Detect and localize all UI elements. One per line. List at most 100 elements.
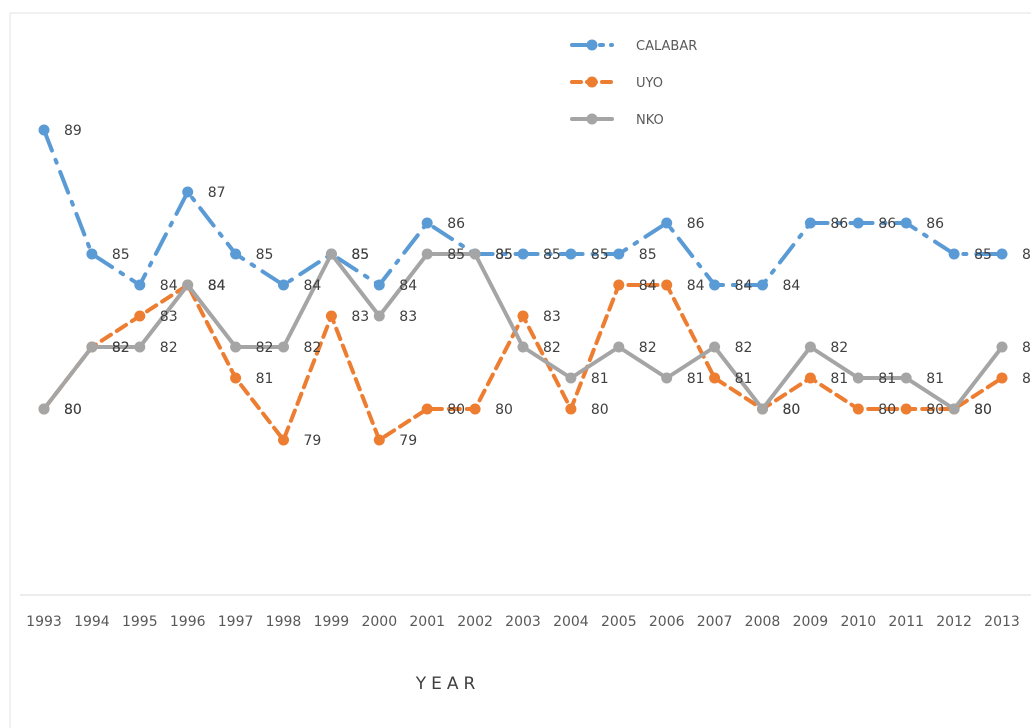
data-label-nko-2011: 81 (926, 371, 944, 387)
series-line-calabar (42, 128, 1004, 287)
data-label-calabar-1995: 84 (160, 278, 178, 294)
data-point-uyo-2005 (613, 279, 625, 291)
data-label-calabar-2004: 85 (591, 247, 609, 263)
data-label-uyo-2013: 81 (1022, 371, 1031, 387)
data-label-calabar-1997: 85 (256, 247, 274, 263)
data-point-nko-1994 (86, 341, 98, 353)
data-point-uyo-2000 (373, 434, 385, 446)
data-label-calabar-2002: 85 (495, 247, 513, 263)
series-layer (38, 124, 1008, 446)
legend-marker-uyo (586, 76, 598, 88)
x-tick-label-2006: 2006 (649, 614, 685, 630)
legend-label-uyo: UYO (636, 76, 663, 91)
data-label-uyo-1997: 81 (256, 371, 274, 387)
data-label-nko-2002: 85 (495, 247, 513, 263)
data-point-uyo-2007 (709, 372, 721, 384)
x-tick-label-2004: 2004 (553, 614, 589, 630)
x-tick-label-1997: 1997 (218, 614, 254, 630)
data-label-nko-1994: 82 (112, 340, 130, 356)
data-point-uyo-2001 (421, 403, 433, 415)
legend-marker-calabar (586, 39, 598, 51)
data-labels-layer: 89 85 84 87 85 84 85 84 86 85 85 85 85 86 84 84 86 86 86 85… (64, 123, 1031, 449)
x-tick-label-1994: 1994 (74, 614, 110, 630)
data-label-nko-2004: 81 (591, 371, 609, 387)
data-point-nko-2013 (996, 341, 1008, 353)
series-line-uyo (42, 283, 1004, 442)
data-label-calabar-2008: 84 (783, 278, 801, 294)
data-point-nko-2008 (757, 403, 768, 415)
data-label-calabar-2012: 85 (974, 247, 992, 263)
data-point-nko-2000 (373, 310, 385, 322)
legend-marker-nko (586, 113, 598, 125)
data-point-calabar-2008 (757, 279, 768, 291)
data-label-uyo-2004: 80 (591, 402, 609, 418)
data-point-uyo-2006 (661, 279, 673, 291)
data-label-calabar-2006: 86 (687, 216, 705, 232)
data-point-uyo-2013 (996, 372, 1008, 384)
data-label-nko-2003: 82 (543, 340, 561, 356)
data-label-uyo-2009: 81 (830, 371, 848, 387)
data-point-uyo-2009 (804, 372, 816, 384)
data-point-calabar-1993 (38, 124, 50, 136)
data-point-nko-1999 (325, 248, 337, 260)
data-label-calabar-1998: 84 (304, 278, 322, 294)
data-label-calabar-2009: 86 (830, 216, 848, 232)
data-point-uyo-1995 (134, 310, 146, 322)
data-label-uyo-2010: 80 (878, 402, 896, 418)
data-point-uyo-2003 (517, 310, 529, 322)
x-tick-label-2012: 2012 (936, 614, 972, 630)
data-point-nko-2009 (804, 341, 816, 353)
x-tick-label-2005: 2005 (601, 614, 637, 630)
data-label-uyo-2007: 81 (735, 371, 753, 387)
data-label-nko-2013: 82 (1022, 340, 1031, 356)
data-label-uyo-1998: 79 (304, 433, 322, 449)
data-label-nko-1995: 82 (160, 340, 178, 356)
data-point-nko-1998 (278, 341, 289, 353)
data-point-calabar-2003 (517, 248, 529, 260)
data-label-nko-1996: 84 (208, 278, 226, 294)
data-label-nko-1997: 82 (256, 340, 274, 356)
data-label-uyo-1993: 80 (64, 402, 82, 418)
data-point-calabar-1997 (230, 248, 242, 260)
data-label-uyo-2005: 84 (639, 278, 657, 294)
data-label-uyo-2008: 80 (783, 402, 801, 418)
x-tick-label-2010: 2010 (840, 614, 876, 630)
data-point-calabar-2005 (613, 248, 625, 260)
data-point-calabar-2010 (852, 217, 864, 229)
data-label-nko-2005: 82 (639, 340, 657, 356)
data-point-uyo-2010 (852, 403, 864, 415)
x-tick-label-2003: 2003 (505, 614, 541, 630)
x-tick-labels: 1993 1994 1995 1996 1997 1998 1999 2000 2001 2002… (26, 614, 1020, 630)
data-label-uyo-2002: 80 (495, 402, 513, 418)
data-point-calabar-2011 (900, 217, 912, 229)
data-point-nko-2012 (948, 403, 960, 415)
data-label-uyo-2012: 80 (974, 402, 992, 418)
data-label-calabar-1999: 85 (351, 247, 369, 263)
data-label-calabar-1996: 87 (208, 185, 226, 201)
data-label-calabar-2003: 85 (543, 247, 561, 263)
data-label-uyo-1996: 84 (208, 278, 226, 294)
data-point-uyo-1999 (325, 310, 337, 322)
x-tick-label-2013: 2013 (984, 614, 1020, 630)
data-label-calabar-1994: 85 (112, 247, 130, 263)
data-point-nko-2007 (709, 341, 721, 353)
data-label-nko-2006: 81 (687, 371, 705, 387)
data-label-uyo-2011: 80 (926, 402, 944, 418)
data-point-calabar-2009 (804, 217, 816, 229)
data-label-uyo-2006: 84 (687, 278, 705, 294)
x-tick-label-2000: 2000 (361, 614, 397, 630)
x-tick-label-2009: 2009 (793, 614, 829, 630)
data-label-nko-2000: 83 (399, 309, 417, 325)
data-point-calabar-1994 (86, 248, 98, 260)
data-point-calabar-2012 (948, 248, 960, 260)
data-label-calabar-2005: 85 (639, 247, 657, 263)
x-tick-label-2002: 2002 (457, 614, 493, 630)
data-label-calabar-2011: 86 (926, 216, 944, 232)
data-point-uyo-1997 (230, 372, 242, 384)
data-label-calabar-1993: 89 (64, 123, 82, 139)
data-label-uyo-1999: 83 (351, 309, 369, 325)
data-label-uyo-2003: 83 (543, 309, 561, 325)
series-line-nko (42, 252, 1004, 411)
